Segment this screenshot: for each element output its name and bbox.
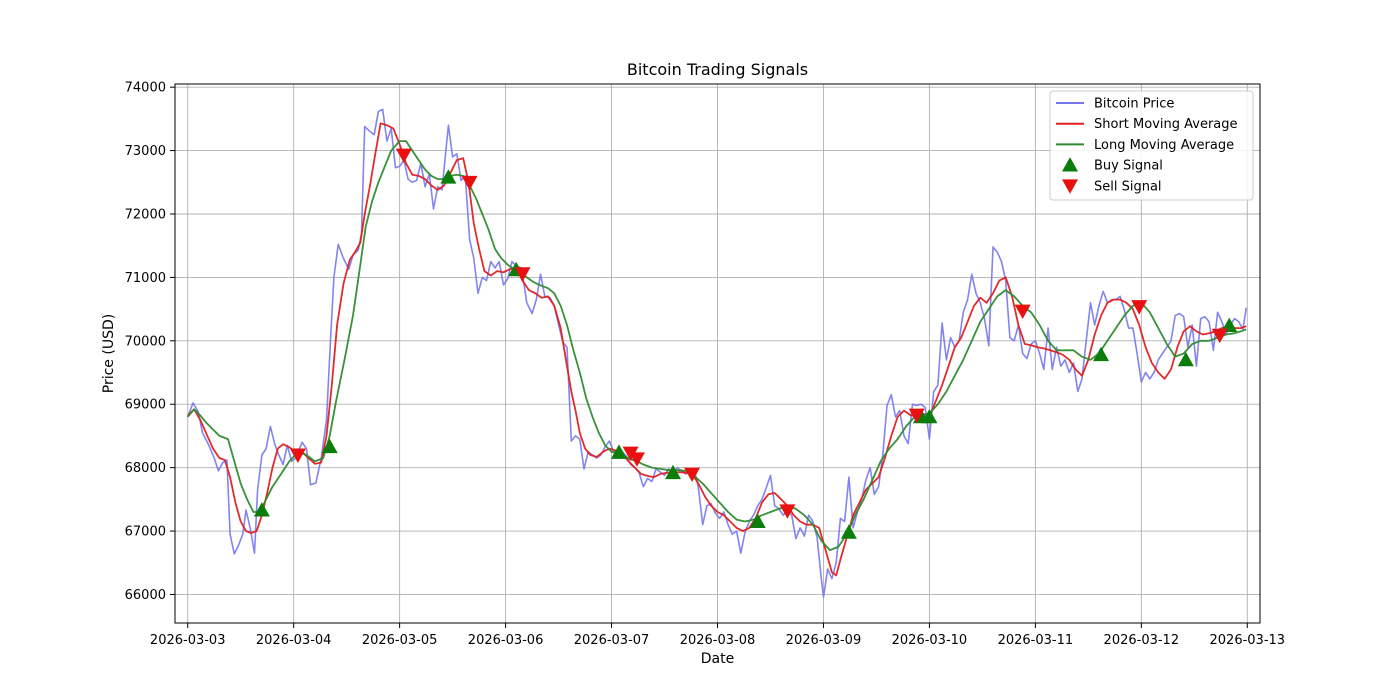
x-tick-label: 2026-03-04 (256, 633, 332, 648)
x-tick-label: 2026-03-12 (1104, 633, 1180, 648)
y-axis-label: Price (USD) (101, 314, 117, 393)
y-tick-label: 74000 (125, 81, 166, 96)
axis-ticks: 2026-03-03 2026-03-04 2026-03-05 2026-03-06… (125, 81, 1285, 648)
y-tick-label: 68000 (125, 461, 166, 476)
x-tick-label: 2026-03-11 (998, 633, 1074, 648)
legend-label-buy-signal: Buy Signal (1094, 159, 1163, 174)
legend-label-short-moving-average: Short Moving Average (1094, 117, 1238, 132)
sell-signal-marker (1014, 304, 1031, 320)
buy-signal-marker (664, 464, 681, 480)
legend-label-long-moving-average: Long Moving Average (1094, 138, 1234, 153)
buy-signal-marker (1093, 346, 1110, 362)
buy-signal-marker (1177, 351, 1194, 367)
signal-markers (253, 148, 1238, 539)
x-tick-label: 2026-03-07 (574, 633, 650, 648)
buy-signal-marker (253, 502, 270, 517)
sell-signal-marker (461, 175, 478, 191)
sell-signal-marker (289, 448, 306, 463)
x-tick-label: 2026-03-08 (680, 633, 756, 648)
buy-signal-marker (610, 444, 627, 459)
x-tick-label: 2026-03-13 (1210, 633, 1286, 648)
chart-title: Bitcoin Trading Signals (627, 60, 808, 79)
y-tick-label: 73000 (125, 144, 166, 159)
x-tick-label: 2026-03-06 (468, 633, 544, 648)
y-tick-label: 70000 (125, 334, 166, 349)
legend-swatch-sell-signal (1062, 179, 1078, 194)
x-tick-label: 2026-03-09 (786, 633, 862, 648)
sell-signal-marker (514, 267, 531, 282)
buy-signal-marker (749, 513, 766, 528)
short-moving-average-line (187, 122, 1247, 577)
sell-signal-marker (1131, 300, 1148, 315)
legend-box (1049, 90, 1254, 201)
legend: Bitcoin Price Short Moving Average Long … (1049, 90, 1254, 201)
sell-signal-marker (779, 504, 796, 519)
buy-signal-marker (440, 169, 457, 184)
sell-signal-marker (395, 148, 412, 164)
y-tick-label: 69000 (125, 398, 166, 413)
long-moving-average-line (187, 140, 1247, 551)
x-tick-label: 2026-03-03 (150, 633, 226, 648)
y-tick-label: 67000 (125, 525, 166, 540)
buy-signal-marker (921, 408, 938, 424)
series-layer (186, 108, 1247, 598)
buy-signal-marker (321, 438, 338, 454)
x-axis-label: Date (701, 651, 734, 667)
buy-signal-marker (840, 524, 857, 539)
buy-signal-marker (1221, 317, 1238, 332)
legend-label-bitcoin-price: Bitcoin Price (1094, 97, 1174, 112)
sell-signal-marker (684, 467, 701, 482)
sell-signal-marker (908, 408, 925, 424)
sell-signal-marker (628, 452, 645, 467)
legend-swatch-buy-signal (1062, 157, 1078, 172)
y-tick-label: 71000 (125, 271, 166, 286)
y-tick-label: 66000 (125, 588, 166, 603)
legend-label-sell-signal: Sell Signal (1094, 179, 1162, 194)
x-tick-label: 2026-03-10 (892, 633, 968, 648)
x-tick-label: 2026-03-05 (362, 633, 438, 648)
sell-signal-marker (1211, 328, 1228, 344)
y-tick-label: 72000 (125, 207, 166, 222)
